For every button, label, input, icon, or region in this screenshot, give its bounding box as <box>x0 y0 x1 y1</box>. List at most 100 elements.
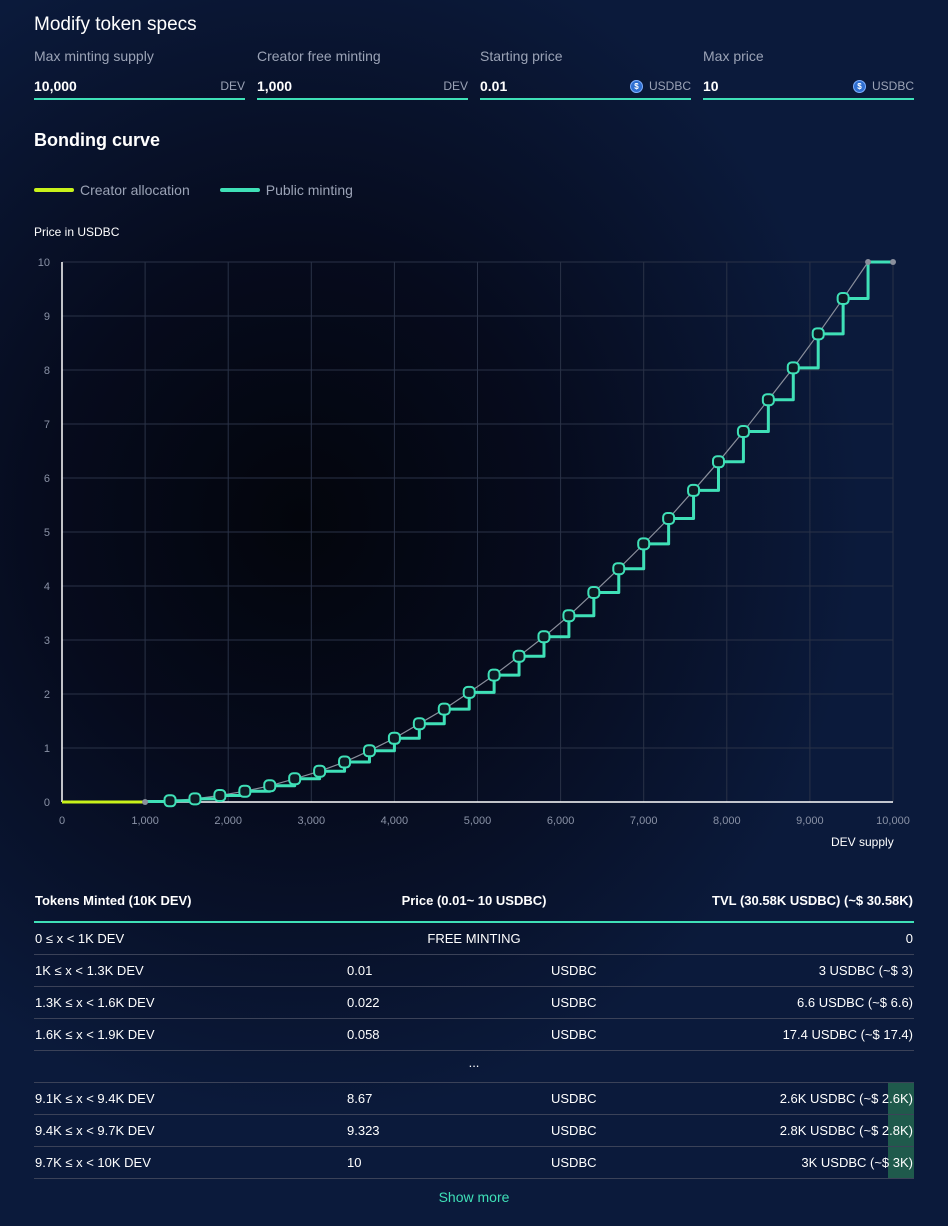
data-point <box>238 784 252 798</box>
table-row: 1K ≤ x < 1.3K DEV 0.01 USDBC 3 USDBC (~$… <box>34 955 914 987</box>
data-point <box>786 361 800 375</box>
data-point <box>487 668 501 682</box>
header-price: Price (0.01~ 10 USDBC) <box>401 893 547 908</box>
row-range: 1.3K ≤ x < 1.6K DEV <box>35 995 155 1010</box>
row-range: 0 ≤ x < 1K DEV <box>35 931 125 946</box>
ellipsis-text: ... <box>468 1055 480 1070</box>
header-tvl: TVL (30.58K USDBC) (~$ 30.58K) <box>712 893 913 908</box>
table-header: Tokens Minted (10K DEV) Price (0.01~ 10 … <box>34 886 914 923</box>
tvl-highlight <box>888 1147 914 1178</box>
data-point <box>612 562 626 576</box>
row-range: 9.1K ≤ x < 9.4K DEV <box>35 1091 155 1106</box>
data-point <box>811 327 825 341</box>
row-unit: USDBC <box>551 1091 597 1106</box>
x-tick-label: 4,000 <box>381 815 409 827</box>
unit-text: USDBC <box>871 79 914 93</box>
row-range: 9.4K ≤ x < 9.7K DEV <box>35 1123 155 1138</box>
max-price-unit: $ USDBC <box>852 79 914 93</box>
max-minting-supply-value: 10,000 <box>34 78 77 94</box>
data-point <box>387 731 401 745</box>
row-price: 0.022 <box>347 995 380 1010</box>
y-tick-label: 8 <box>44 365 50 377</box>
table-row: 9.4K ≤ x < 9.7K DEV 9.323 USDBC 2.8K USD… <box>34 1115 914 1147</box>
x-axis-title: DEV supply <box>831 835 894 849</box>
data-point <box>263 779 277 793</box>
data-point <box>865 259 872 265</box>
y-tick-label: 4 <box>44 581 50 593</box>
legend-swatch-public <box>219 188 260 192</box>
max-price-input[interactable]: 10 $ USDBC <box>703 73 914 100</box>
y-tick-label: 2 <box>44 689 50 701</box>
creator-free-minting-label: Creator free minting <box>257 48 381 64</box>
table-ellipsis-row: ... <box>34 1051 914 1083</box>
row-tvl: 0 <box>905 931 913 946</box>
header-tokens-minted: Tokens Minted (10K DEV) <box>35 893 192 908</box>
tvl-highlight <box>888 1115 914 1146</box>
x-tick-label: 6,000 <box>547 815 575 827</box>
data-point <box>537 630 551 644</box>
row-price: 0.01 <box>347 963 373 978</box>
starting-price-field: Starting price 0.01 $ USDBC <box>480 47 691 101</box>
row-tvl: 2.6K USDBC (~$ 2.6K) <box>779 1091 913 1106</box>
table-row: 1.6K ≤ x < 1.9K DEV 0.058 USDBC 17.4 USD… <box>34 1019 914 1051</box>
unit-text: DEV <box>443 79 468 93</box>
data-point <box>213 789 227 803</box>
unit-text: DEV <box>220 79 245 93</box>
x-tick-label: 5,000 <box>464 815 492 827</box>
y-tick-label: 3 <box>44 635 50 647</box>
data-point <box>736 425 750 439</box>
data-point <box>687 483 701 497</box>
show-more-button[interactable]: Show more <box>438 1189 510 1205</box>
data-point <box>662 512 676 525</box>
max-price-field: Max price 10 $ USDBC <box>703 47 914 101</box>
creator-free-minting-field: Creator free minting 1,000 DEV <box>257 47 468 101</box>
row-tvl: 3K USDBC (~$ 3K) <box>801 1155 913 1170</box>
starting-price-input[interactable]: 0.01 $ USDBC <box>480 73 691 100</box>
data-point <box>338 755 352 769</box>
creator-free-minting-input[interactable]: 1,000 DEV <box>257 73 468 100</box>
row-range: 1.6K ≤ x < 1.9K DEV <box>35 1027 155 1042</box>
curve-end-point <box>890 259 896 265</box>
row-range: 9.7K ≤ x < 10K DEV <box>35 1155 151 1170</box>
max-price-value: 10 <box>703 78 719 94</box>
row-unit: USDBC <box>551 1123 597 1138</box>
x-tick-label: 8,000 <box>713 815 741 827</box>
y-tick-label: 1 <box>44 743 50 755</box>
curve-start-point <box>142 799 149 805</box>
table-row-free: 0 ≤ x < 1K DEV FREE MINTING 0 <box>34 923 914 955</box>
data-point <box>188 792 202 806</box>
row-tvl: 6.6 USDBC (~$ 6.6) <box>797 995 913 1010</box>
data-point <box>163 794 177 808</box>
chart-legend: Creator allocation Public minting <box>34 181 353 199</box>
data-point <box>462 685 476 699</box>
max-minting-supply-input[interactable]: 10,000 DEV <box>34 73 245 100</box>
legend-swatch-creator <box>34 188 74 192</box>
legend-creator-allocation[interactable]: Creator allocation <box>34 182 190 198</box>
max-minting-supply-label: Max minting supply <box>34 48 154 64</box>
table-row: 9.1K ≤ x < 9.4K DEV 8.67 USDBC 2.6K USDB… <box>34 1083 914 1115</box>
data-point <box>437 702 451 716</box>
row-price: 8.67 <box>347 1091 373 1106</box>
x-tick-label: 0 <box>59 815 65 827</box>
row-tvl: 17.4 USDBC (~$ 17.4) <box>782 1027 913 1042</box>
free-minting-label: FREE MINTING <box>427 931 521 946</box>
x-tick-label: 2,000 <box>214 815 242 827</box>
minting-table: Tokens Minted (10K DEV) Price (0.01~ 10 … <box>34 886 914 1179</box>
data-point <box>711 455 725 469</box>
x-tick-label: 1,000 <box>131 815 159 827</box>
creator-free-minting-value: 1,000 <box>257 78 293 94</box>
data-point <box>836 292 850 306</box>
y-tick-label: 5 <box>44 527 50 539</box>
max-minting-supply-unit: DEV <box>220 79 245 93</box>
row-unit: USDBC <box>551 1155 597 1170</box>
row-price: 0.058 <box>347 1027 380 1042</box>
legend-public-minting[interactable]: Public minting <box>219 182 353 198</box>
starting-price-label: Starting price <box>480 48 563 64</box>
usdbc-coin-icon: $ <box>852 79 866 93</box>
starting-price-value: 0.01 <box>480 78 508 94</box>
row-unit: USDBC <box>551 963 597 978</box>
specs-title: Modify token specs <box>34 14 197 35</box>
x-tick-label: 10,000 <box>876 815 910 827</box>
row-unit: USDBC <box>551 1027 597 1042</box>
legend-label-creator: Creator allocation <box>80 182 190 198</box>
